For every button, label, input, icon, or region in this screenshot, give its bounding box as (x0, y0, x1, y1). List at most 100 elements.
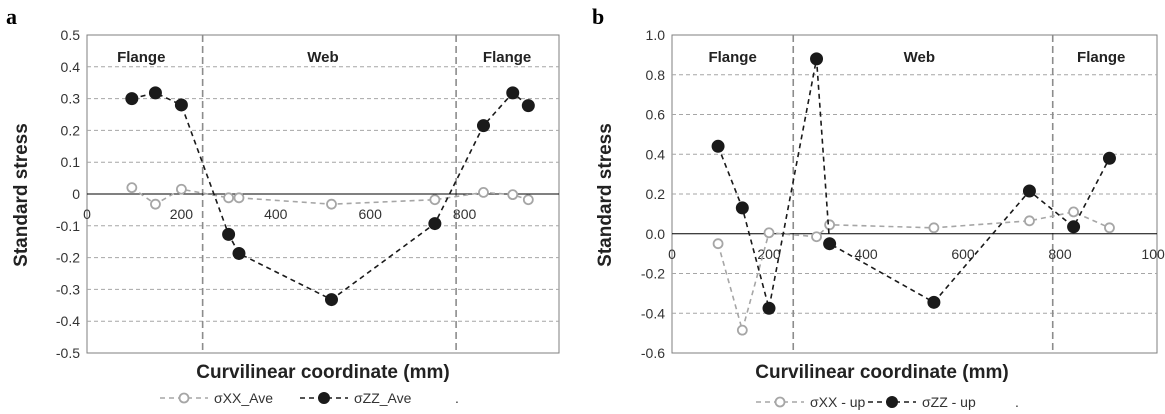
panel-b-x-tick-label: 200 (757, 246, 781, 262)
panel-a-y-tick-label: -0.1 (56, 218, 80, 234)
panel-a-y-tick-label: -0.4 (56, 313, 80, 329)
panel-b-y-tick-label: 0.8 (646, 67, 666, 83)
panel-b-x-tick-label: 600 (951, 246, 975, 262)
panel-a-y-tick-label: 0.5 (61, 27, 81, 43)
panel-a-data-point (233, 192, 245, 204)
panel-b-x-tick-label: 400 (854, 246, 878, 262)
panel-b-data-point (811, 231, 822, 243)
panel-b-data-point (824, 219, 836, 231)
panel-b-legend-extra: . (1015, 394, 1019, 410)
panel-b-x-ticks: 0 200 400 600 800 1000 (668, 246, 1165, 262)
panel-a-data-point (428, 217, 442, 231)
panel-a-data-point (507, 189, 519, 201)
panel-b-region-label: Flange (708, 49, 756, 66)
panel-b-legend-marker (886, 396, 898, 408)
panel-b-y-tick-label: 0.6 (646, 107, 666, 123)
panel-b-data-point (1068, 206, 1079, 218)
panel-b-gridlines (672, 74, 1157, 314)
panel-a-y-tick-label: 0.2 (61, 122, 81, 138)
panel-a: a 0.50.40.30.20.10-0.1-0.2-0.3-0.4-0.5 0… (6, 4, 560, 406)
panel-b-y-tick-label: -0.4 (641, 305, 665, 321)
panel-b: b 1.0 0.8 0.6 0.4 0.2 0.0 -0.2 -0.4 -0.6 0 200 400… (592, 4, 1165, 410)
panel-a-region-label: Web (307, 49, 338, 66)
panel-a-data-point (223, 192, 235, 204)
panel-b-data-point (928, 222, 940, 234)
panel-a-region-label: Flange (483, 49, 531, 66)
panel-a-y-tick-label: -0.3 (56, 281, 80, 297)
panel-a-y-tick-label: -0.5 (56, 345, 80, 361)
panel-b-y-tick-label: 1.0 (646, 27, 666, 43)
panel-a-region-label: Flange (117, 49, 165, 66)
panel-a-letter: a (6, 4, 17, 29)
panel-b-legend-marker (774, 396, 786, 408)
panel-b-x-tick-label: 800 (1048, 246, 1072, 262)
panel-b-data-point (712, 238, 724, 250)
panel-a-data-point (521, 99, 535, 113)
panel-a-data-point (174, 98, 188, 112)
panel-a-y-tick-label: 0.4 (61, 59, 81, 75)
panel-a-region-labels: Flange Web Flange (117, 49, 531, 66)
panel-a-y-label: Standard stress (11, 123, 32, 267)
panel-b-data-point (763, 227, 775, 239)
panel-b-data-point (1102, 151, 1116, 165)
panel-b-region-label: Flange (1077, 49, 1125, 66)
panel-a-data-point (478, 187, 489, 198)
panel-b-legend: σXX - up σZZ - up. (756, 394, 1019, 410)
panel-a-x-tick-label: 800 (453, 206, 477, 222)
panel-a-x-tick-label: 600 (359, 206, 383, 222)
panel-a-legend: σXX_Ave σZZ_Ave. (160, 390, 459, 406)
panel-a-data-point (522, 194, 534, 206)
panel-b-data-point (1024, 215, 1035, 227)
panel-b-data-point (1022, 184, 1036, 198)
panel-b-data-point (762, 301, 776, 315)
panel-a-x-tick-label: 0 (83, 206, 91, 222)
panel-b-y-ticks: 1.0 0.8 0.6 0.4 0.2 0.0 -0.2 -0.4 -0.6 (641, 27, 665, 361)
panel-b-series (711, 52, 1116, 336)
panel-a-y-tick-label: 0.3 (61, 91, 81, 107)
panel-b-y-tick-label: -0.6 (641, 345, 665, 361)
panel-a-data-point (126, 182, 138, 194)
panel-a-data-point (222, 227, 236, 241)
panel-b-y-tick-label: 0.4 (646, 146, 666, 162)
panel-b-x-tick-label: 1000 (1141, 246, 1165, 262)
panel-b-data-point (1067, 220, 1081, 234)
panel-a-data-point (148, 86, 162, 100)
panel-a-x-label: Curvilinear coordinate (mm) (196, 362, 449, 383)
panel-b-y-tick-label: -0.2 (641, 266, 665, 282)
panel-a-legend-marker (178, 392, 190, 404)
panel-a-series-line-1 (131, 186, 529, 206)
panel-a-data-point (324, 293, 338, 307)
panel-b-legend-label: σXX - up (810, 394, 866, 410)
panel-a-y-tick-label: 0 (72, 186, 80, 202)
panel-a-data-point (125, 92, 139, 106)
panel-a-x-ticks: 0 200 400 600 800 (83, 206, 476, 222)
panel-b-data-point (736, 324, 748, 336)
panel-a-series-line-2 (131, 91, 529, 301)
panel-a-data-point (476, 119, 490, 133)
panel-b-legend-label: σZZ - up (922, 394, 976, 410)
panel-a-data-point (429, 194, 441, 206)
panel-a-data-point (150, 198, 161, 210)
panel-a-series (125, 86, 535, 307)
panel-b-x-label: Curvilinear coordinate (mm) (755, 362, 1008, 383)
panel-b-region-labels: Flange Web Flange (708, 49, 1125, 66)
panel-a-x-tick-label: 200 (170, 206, 194, 222)
panel-a-legend-label: σXX_Ave (214, 390, 273, 406)
panel-a-data-point (232, 246, 246, 260)
panel-a-y-tick-label: -0.2 (56, 250, 80, 266)
panel-b-data-point (711, 139, 725, 153)
panel-a-data-point (326, 198, 337, 210)
panel-a-x-tick-label: 400 (264, 206, 288, 222)
panel-a-legend-marker (318, 392, 330, 404)
panel-b-data-point (735, 201, 749, 215)
panel-b-y-label: Standard stress (595, 123, 616, 267)
panel-b-y-tick-label: 0.2 (646, 186, 666, 202)
panel-b-dividers (792, 35, 1054, 353)
panel-a-y-tick-label: 0.1 (61, 154, 81, 170)
panel-a-y-ticks: 0.5 0.4 0.3 0.2 0.1 0 -0.1 -0.2 -0.3 -0.4 -0.5 (56, 27, 80, 361)
panel-a-legend-label: σZZ_Ave (354, 390, 412, 406)
panel-b-data-point (927, 295, 941, 309)
panel-b-data-point (823, 237, 837, 251)
panel-b-region-label: Web (904, 49, 935, 66)
